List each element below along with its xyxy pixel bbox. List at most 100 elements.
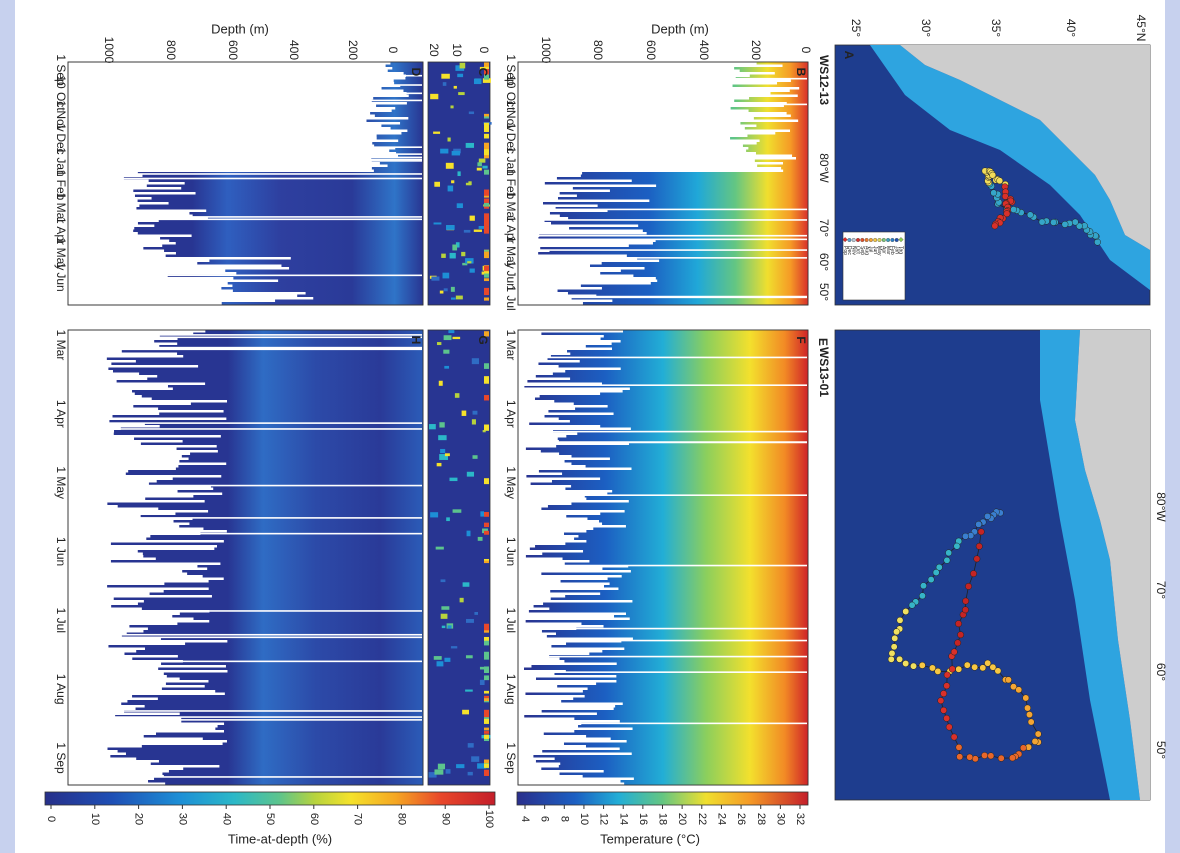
depth-tick-label: 800 xyxy=(591,40,605,60)
track-point xyxy=(918,592,926,600)
heat-cell xyxy=(451,180,455,184)
date-tick-label: 1 May xyxy=(504,466,518,499)
track-point xyxy=(970,570,977,578)
heat-cell xyxy=(441,253,446,258)
legend-label: Aug xyxy=(863,246,869,255)
heat-cell xyxy=(444,453,450,457)
track-point xyxy=(943,714,951,722)
heat-cell xyxy=(462,709,470,715)
data-gap xyxy=(519,639,807,642)
track-point xyxy=(902,660,910,667)
date-tick-label: 1 Jul xyxy=(54,608,68,633)
date-tick-label: 1 Apr xyxy=(54,217,68,245)
track-point xyxy=(943,682,951,690)
track-point xyxy=(973,555,981,563)
heat-cell xyxy=(471,756,480,762)
track-point xyxy=(994,667,1002,675)
track-point xyxy=(935,563,943,571)
heat-cell xyxy=(454,393,460,398)
colorbar-tick-label: 4 xyxy=(519,816,531,822)
heat-cell xyxy=(484,716,489,724)
heat-cell xyxy=(484,133,489,139)
heat-cell xyxy=(484,219,489,227)
track-point xyxy=(1003,210,1011,218)
heat-cell xyxy=(484,522,489,528)
panels: TagJanFebMarAprMayJunJulAugSepOctNovDecP… xyxy=(44,15,1168,846)
track-point xyxy=(1015,686,1023,694)
colorbar-tick-label: 30 xyxy=(774,813,786,825)
track-point xyxy=(1005,676,1012,684)
heat-cell xyxy=(449,477,458,482)
colorbar-title: Time-at-depth (%) xyxy=(228,831,332,846)
date-tick-label: 1 Apr xyxy=(504,216,518,244)
heat-cell xyxy=(479,666,488,670)
colorbar-tick-label: 10 xyxy=(89,813,101,825)
track-point xyxy=(971,663,979,671)
date-tick-label: 1 Mar xyxy=(54,330,68,361)
heat-cell xyxy=(484,690,489,694)
track-point xyxy=(910,662,917,670)
depth-tick-label: 600 xyxy=(226,40,240,60)
heat-cell xyxy=(459,597,464,603)
data-gap xyxy=(519,655,807,658)
heat-cell xyxy=(484,709,489,718)
data-gap xyxy=(519,441,807,444)
longitude-tick-label: 80°W xyxy=(1154,492,1168,522)
heat-cell xyxy=(434,181,441,187)
heat-cell xyxy=(484,560,489,564)
track-point xyxy=(962,532,969,540)
heat-cell xyxy=(442,82,447,86)
heat-cell xyxy=(484,675,489,681)
track-point xyxy=(891,634,899,642)
track-point xyxy=(950,733,958,741)
heatmap xyxy=(106,330,423,785)
track-point xyxy=(1026,211,1034,219)
colorbar xyxy=(516,791,809,806)
track-point xyxy=(1075,222,1083,230)
heat-cell xyxy=(484,194,489,198)
heat-cell xyxy=(459,62,466,69)
heat-cell xyxy=(484,424,489,431)
heat-cell xyxy=(453,85,457,89)
heat-cell xyxy=(484,512,489,517)
data-gap xyxy=(69,776,422,778)
date-tick-label: 1 Jul xyxy=(504,285,518,310)
data-gap xyxy=(69,160,422,162)
heat-cell xyxy=(435,546,444,550)
colorbar-tick-label: 28 xyxy=(755,813,767,825)
colorbar-tick-label: 40 xyxy=(220,813,232,825)
heat-cell xyxy=(462,582,470,587)
heat-cell xyxy=(476,167,482,171)
track-point xyxy=(1010,206,1018,214)
heat-cell xyxy=(456,203,463,209)
heat-cell xyxy=(477,162,482,167)
track-point xyxy=(1024,704,1031,712)
heat-cell xyxy=(484,198,489,203)
data-gap xyxy=(519,238,807,241)
heat-cell xyxy=(447,137,451,142)
track-point xyxy=(918,661,926,669)
heat-cell xyxy=(450,286,455,292)
colorbar-tick-label: 32 xyxy=(794,813,806,825)
heat-cell xyxy=(473,229,482,232)
heat-cell xyxy=(458,92,465,96)
heat-cell xyxy=(465,655,473,659)
longitude-tick-label: 70° xyxy=(1154,581,1168,599)
heat-cell xyxy=(473,78,482,85)
data-gap xyxy=(69,216,422,218)
heat-cell xyxy=(484,376,489,382)
date-tick-label: 1 Feb xyxy=(504,169,518,200)
date-tick-label: 1 Jan xyxy=(54,147,68,176)
date-tick-label: 1 Jul xyxy=(504,608,518,633)
legend-symbol xyxy=(842,237,848,243)
date-tick-label: 1 Mar xyxy=(54,193,68,224)
heat-cell xyxy=(478,225,488,229)
hour-tick-label: 10 xyxy=(450,43,464,57)
track-point xyxy=(908,601,916,609)
heat-cell xyxy=(449,252,456,259)
date-tick-label: 1 Mar xyxy=(504,191,518,222)
date-tick-label: 1 Nov xyxy=(504,100,518,131)
heat-cell xyxy=(484,727,489,731)
heat-cell xyxy=(450,105,454,109)
legend-label: Apr xyxy=(880,246,886,254)
